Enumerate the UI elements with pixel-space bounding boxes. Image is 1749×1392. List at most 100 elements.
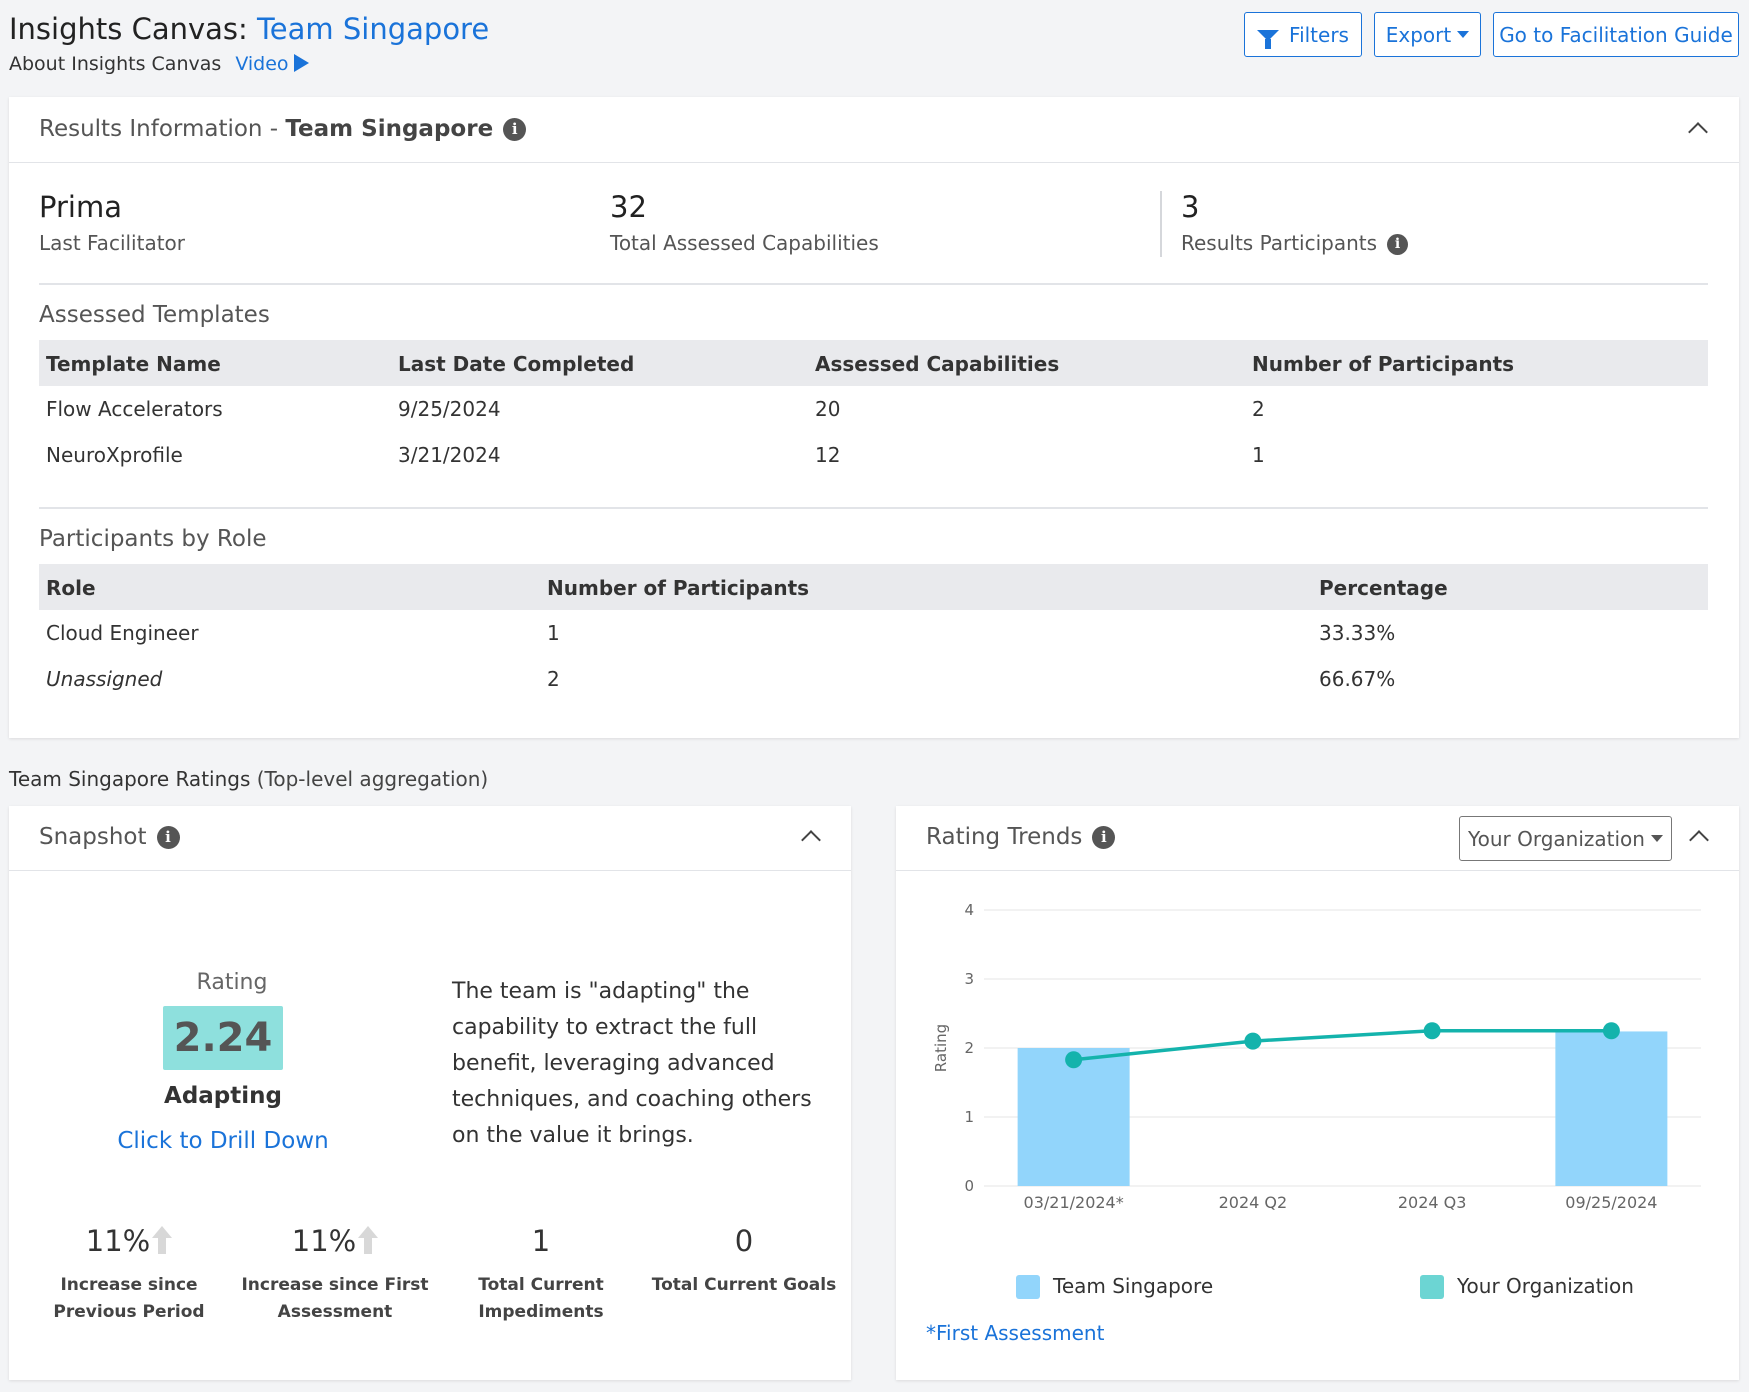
table-cell: 3/21/2024 [398,443,501,467]
rating-trends-card: Rating Trends i Your Organization 0 1 2 3 4 Ra… [896,806,1739,1380]
kpi-value: 1 [531,1224,551,1258]
page-title-team: Team Singapore [257,12,490,46]
facilitator-label: Last Facilitator [39,231,186,255]
snapshot-title-text: Snapshot [39,824,147,850]
legend-label-team[interactable]: Team Singapore [1053,1274,1214,1298]
rating-value-badge: 2.24 [163,1006,283,1070]
kpi-label: Total Current Goals [651,1275,837,1295]
info-icon[interactable]: i [1387,234,1409,255]
results-card: Results Information - Team Singapore i Pr… [9,97,1739,738]
play-icon [293,54,309,72]
participants-by-role-title: Participants by Role [39,526,267,552]
series-line [1073,1029,1612,1062]
snapshot-card-header [9,806,851,871]
filters-button[interactable]: Filters [1244,12,1362,57]
export-button-label: Export [1385,22,1452,47]
y-tick-label: 1 [964,1108,974,1126]
bar [1555,1031,1668,1186]
column-header: Assessed Capabilities [815,352,1060,376]
legend-swatch-organization [1420,1275,1444,1299]
info-icon[interactable]: i [503,118,527,141]
results-card-header [9,97,1739,163]
ratings-label-sub: (Top-level aggregation) [256,767,489,791]
comparison-dropdown[interactable]: Your Organization [1459,816,1672,861]
comparison-dropdown-value: Your Organization [1468,826,1645,851]
data-point [1602,1022,1620,1040]
y-tick-label: 2 [964,1039,974,1057]
data-point [1244,1032,1262,1050]
rating-level: Adapting [164,1083,282,1109]
filter-icon [1257,30,1280,49]
trends-card-header [896,806,1739,871]
assessed-templates-title: Assessed Templates [39,302,270,328]
participants-label-text: Results Participants [1181,231,1378,255]
column-header: Number of Participants [1252,352,1515,376]
info-icon[interactable]: i [1092,826,1116,849]
rating-description: The team is "adapting" the capability to… [452,979,812,1148]
up-arrow-icon [152,1226,173,1254]
table-cell: 66.67% [1319,667,1396,691]
results-title-team: Team Singapore [285,116,494,142]
participants-label: Results Participants i [1181,231,1409,255]
table-cell: Flow Accelerators [46,397,223,421]
roles-table-header: Role Number of Participants Percentage [39,564,1708,610]
kpi-value-text: 11% [85,1224,151,1258]
table-cell: 1 [547,621,560,645]
table-cell: 33.33% [1319,621,1396,645]
bar [1017,1048,1130,1186]
table-cell: 2 [1252,397,1265,421]
legend-label-organization[interactable]: Your Organization [1457,1274,1634,1298]
participants-value: 3 [1181,190,1200,224]
results-title: Results Information - Team Singapore i [39,116,527,142]
table-cell: 20 [815,397,841,421]
data-point [1423,1022,1441,1040]
section-divider [39,507,1708,509]
x-tick-label: 03/21/2024* [1024,1193,1124,1212]
y-axis-label: Rating [932,1024,950,1072]
stat-divider [1160,191,1162,257]
ratings-label-main: Team Singapore Ratings [9,767,251,791]
rating-label: Rating [196,970,268,995]
table-cell: Cloud Engineer [46,621,199,645]
info-icon[interactable]: i [156,826,180,849]
templates-table-header: Template Name Last Date Completed Assess… [39,340,1708,386]
export-button[interactable]: Export [1374,12,1481,57]
trends-title: Rating Trends i [926,824,1116,850]
data-point [1065,1051,1083,1069]
column-header: Role [46,576,96,600]
facilitator-value: Prima [39,190,122,224]
capabilities-label: Total Assessed Capabilities [610,231,879,255]
table-cell: 1 [1252,443,1265,467]
kpi-value: 11% [255,1224,415,1258]
rating-trends-chart: 0 1 2 3 4 Rating 03/21/2024* 2024 Q2 2024 Q3 09/2… [932,901,1701,1212]
table-cell: 12 [815,443,841,467]
x-tick-label: 2024 Q3 [1398,1193,1467,1212]
column-header: Last Date Completed [398,352,635,376]
y-tick-label: 3 [964,970,974,988]
y-tick-label: 0 [964,1177,974,1195]
results-title-prefix: Results Information - [39,116,286,142]
kpi-label: Increase since First Assessment [241,1275,429,1322]
table-cell: Unassigned [46,667,163,691]
snapshot-title: Snapshot i [39,824,180,850]
about-line: About Insights Canvas Video [9,53,309,75]
x-tick-label: 2024 Q2 [1219,1193,1288,1212]
table-cell: 9/25/2024 [398,397,501,421]
column-header: Template Name [46,352,221,376]
drill-down-link[interactable]: Click to Drill Down [117,1128,329,1154]
trends-title-text: Rating Trends [926,824,1083,850]
kpi-value: 0 [734,1224,754,1258]
column-header: Percentage [1319,576,1448,600]
table-cell: 2 [547,667,560,691]
kpi-label: Increase since Previous Period [53,1275,205,1322]
about-link[interactable]: About Insights Canvas [9,53,222,75]
first-assessment-note: *First Assessment [926,1321,1105,1345]
video-link[interactable]: Video [235,53,309,75]
table-cell: NeuroXprofile [46,443,183,467]
column-header: Number of Participants [547,576,810,600]
kpi-value-text: 11% [291,1224,357,1258]
kpi-value: 11% [49,1224,209,1258]
caret-down-icon [1457,31,1470,38]
facilitation-guide-button[interactable]: Go to Facilitation Guide [1493,12,1739,57]
facilitation-guide-label: Go to Facilitation Guide [1499,22,1733,47]
